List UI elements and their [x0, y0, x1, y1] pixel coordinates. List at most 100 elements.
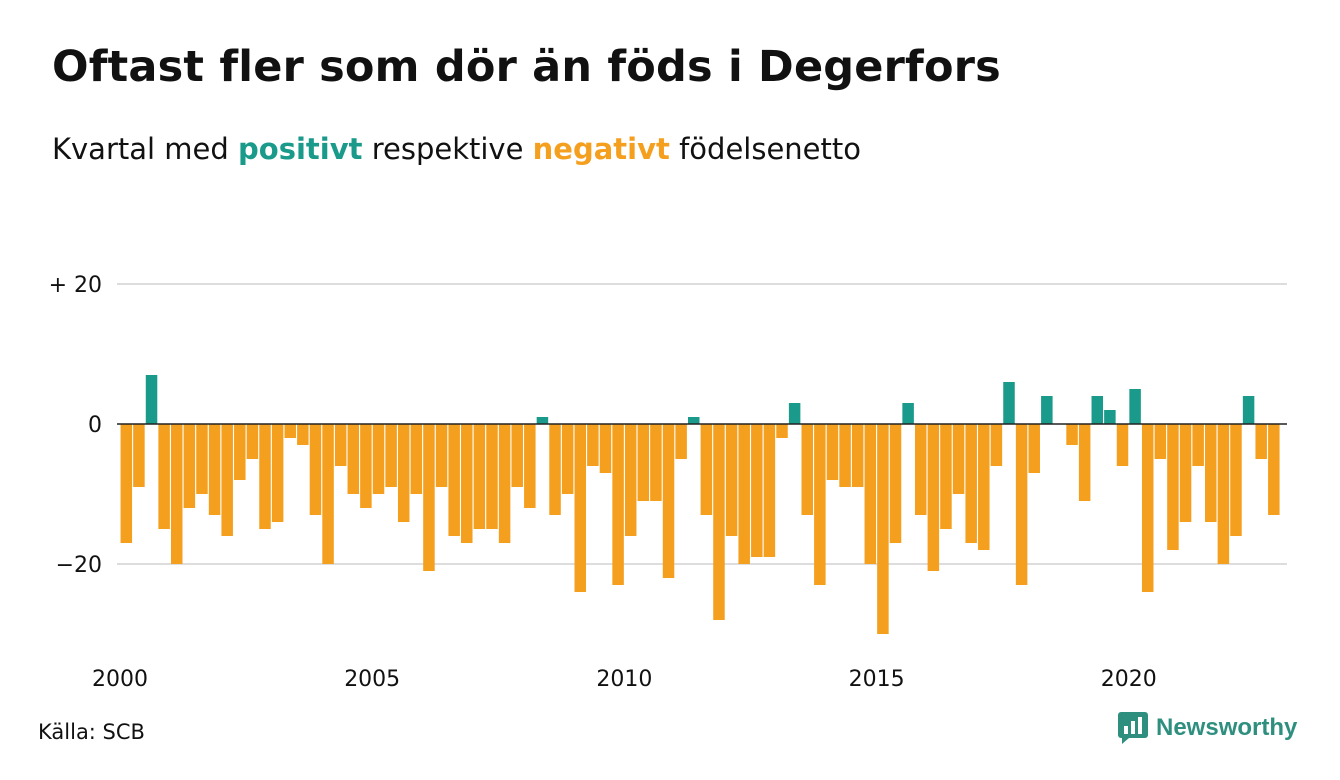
bar — [486, 424, 498, 529]
bar — [297, 424, 309, 445]
bar — [914, 424, 927, 515]
bar — [1078, 424, 1091, 501]
x-tick-label: 2015 — [849, 667, 905, 692]
bar-chart: + 20 0 −20 2000 2005 2010 2015 2020 — [49, 273, 1287, 692]
bar — [1179, 424, 1192, 522]
bar — [511, 424, 523, 487]
bar — [158, 424, 170, 529]
bar — [536, 417, 549, 424]
bar — [990, 424, 1003, 466]
bar — [1217, 424, 1230, 564]
bar — [599, 424, 612, 473]
brand-logo: Newsworthy — [1118, 712, 1297, 744]
y-tick-label: + 20 — [49, 273, 102, 298]
y-tick-label: 0 — [88, 413, 102, 438]
bar — [839, 424, 851, 487]
bar — [700, 424, 713, 515]
bar — [788, 403, 801, 424]
bar — [561, 424, 574, 494]
bar — [826, 424, 839, 480]
bar — [624, 424, 637, 536]
subtitle-positive-word: positivt — [238, 132, 363, 166]
bar — [965, 424, 977, 543]
bar — [1104, 410, 1116, 424]
bar — [145, 375, 158, 424]
bar — [385, 424, 397, 487]
bar — [864, 424, 877, 564]
bar — [801, 424, 813, 515]
bar — [952, 424, 965, 494]
bar — [423, 424, 435, 571]
subtitle-middle: respektive — [371, 132, 524, 166]
bar — [498, 424, 511, 543]
bar — [1003, 382, 1015, 424]
bar — [322, 424, 334, 564]
source-note: Källa: SCB — [38, 720, 145, 744]
bar — [234, 424, 246, 480]
bar — [259, 424, 271, 529]
bar — [120, 424, 133, 543]
bar — [133, 424, 145, 487]
bar — [309, 424, 322, 515]
bar — [1015, 424, 1028, 585]
bar — [940, 424, 952, 529]
bar — [1255, 424, 1267, 459]
bar — [1154, 424, 1167, 459]
bar — [637, 424, 650, 501]
y-tick-label: −20 — [56, 553, 102, 578]
bar — [221, 424, 233, 536]
bar — [1116, 424, 1129, 466]
bar — [1141, 424, 1154, 592]
bar — [410, 424, 423, 494]
bar — [347, 424, 360, 494]
bar — [1230, 424, 1242, 536]
bar — [1066, 424, 1078, 445]
bar — [1192, 424, 1204, 466]
bar — [461, 424, 473, 543]
bar — [877, 424, 889, 634]
bar — [851, 424, 864, 487]
brand-name: Newsworthy — [1156, 714, 1298, 741]
bar — [360, 424, 372, 508]
bar — [889, 424, 902, 543]
bar — [978, 424, 990, 550]
bar — [524, 424, 536, 508]
bar — [675, 424, 687, 459]
subtitle-prefix: Kvartal med — [52, 132, 229, 166]
bar — [435, 424, 448, 487]
bar — [1167, 424, 1179, 550]
x-tick-label: 2005 — [344, 667, 400, 692]
bar — [171, 424, 183, 564]
bar — [776, 424, 788, 438]
bar — [612, 424, 624, 585]
bar — [1091, 396, 1104, 424]
bar — [688, 417, 700, 424]
bar — [334, 424, 347, 466]
bar — [448, 424, 460, 536]
bar — [183, 424, 196, 508]
bar — [650, 424, 662, 501]
bar — [902, 403, 914, 424]
bar — [1242, 396, 1255, 424]
bar — [271, 424, 284, 522]
bar — [1205, 424, 1217, 522]
bar — [1028, 424, 1040, 473]
chart-subtitle: Kvartal med positivt respektive negativt… — [52, 132, 861, 166]
subtitle-negative-word: negativt — [532, 132, 670, 166]
bar — [574, 424, 587, 592]
bar — [725, 424, 738, 536]
bar — [738, 424, 750, 564]
bar — [246, 424, 259, 459]
bar — [763, 424, 776, 557]
bar — [284, 424, 296, 438]
bar — [196, 424, 208, 494]
bar — [587, 424, 599, 466]
bar — [814, 424, 826, 585]
bar — [372, 424, 385, 494]
bar — [473, 424, 486, 529]
bar — [713, 424, 725, 620]
x-tick-label: 2010 — [596, 667, 652, 692]
x-tick-label: 2020 — [1101, 667, 1157, 692]
bar — [1268, 424, 1280, 515]
bar — [397, 424, 410, 522]
